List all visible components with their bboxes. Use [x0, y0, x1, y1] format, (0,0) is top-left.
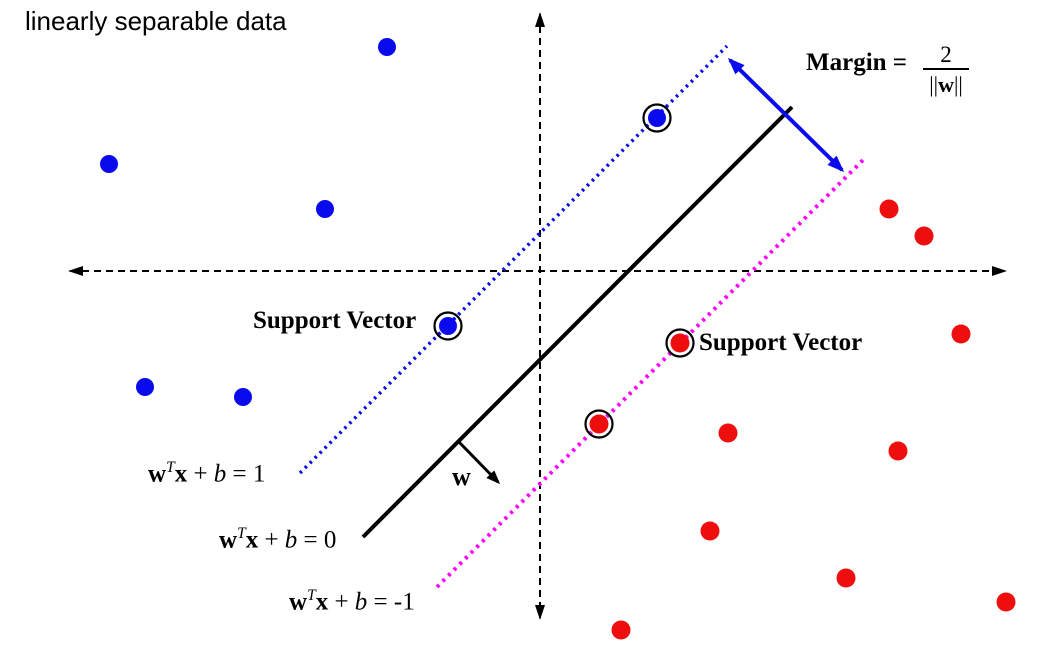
support-vector-ring: [584, 409, 614, 439]
blue-point: [100, 155, 118, 173]
support-vector-red-point: [670, 333, 690, 353]
eq2-value: 0: [323, 526, 337, 554]
red-point: [879, 199, 899, 219]
eq3-b: b: [354, 588, 368, 616]
support-vector-ring: [642, 103, 672, 133]
red-point: [836, 568, 856, 588]
equation-zero: wTx + b = 0: [219, 525, 336, 554]
norm-bar-left: ||: [929, 72, 939, 98]
eq1-value: 1: [252, 460, 266, 488]
boundary-plus-one: [298, 44, 729, 475]
points-layer: [100, 38, 1016, 640]
eq3-x: x: [315, 588, 329, 616]
eq3-value: -1: [393, 588, 415, 616]
lines-layer: [68, 11, 1007, 620]
eq2-w: w: [219, 526, 238, 554]
support-vector-ring: [665, 328, 695, 358]
page-title: linearly separable data: [25, 6, 287, 36]
red-point: [888, 441, 908, 461]
blue-point: [378, 38, 396, 56]
margin-fraction: 2 ||w||: [923, 42, 969, 97]
margin-w-term: w: [938, 72, 954, 98]
eq2-equals: =: [297, 526, 324, 554]
boundary-minus-one: [435, 158, 865, 589]
equation-minus-one: wTx + b = -1: [289, 587, 415, 616]
decision-boundary: [361, 105, 794, 539]
eq1-equals: =: [226, 460, 253, 488]
support-vector-label-left: Support Vector: [253, 307, 417, 334]
red-point: [718, 423, 738, 443]
eq1-x: x: [174, 460, 188, 488]
margin-denominator: ||w||: [929, 70, 963, 97]
equation-plus-one: wTx + b = 1: [148, 459, 265, 488]
norm-bar-right: ||: [953, 72, 963, 98]
support-vector-red-point: [589, 414, 609, 434]
eq3-w: w: [289, 588, 308, 616]
blue-point: [316, 200, 334, 218]
support-vector-label-right: Support Vector: [699, 329, 863, 356]
eq1-transpose: T: [166, 459, 175, 476]
w-arrow: [456, 439, 501, 485]
blue-point: [136, 378, 154, 396]
blue-point: [234, 388, 252, 406]
eq2-b: b: [284, 526, 298, 554]
support-vector-blue-point: [439, 317, 457, 335]
support-vector-ring: [433, 311, 463, 341]
eq2-transpose: T: [237, 525, 246, 542]
margin-arrow: [727, 57, 845, 173]
support-vector-blue-point: [648, 109, 666, 127]
eq1-w: w: [148, 460, 167, 488]
margin-label: Margin = 2 ||w||: [806, 42, 969, 97]
red-point: [951, 324, 971, 344]
red-point: [914, 226, 934, 246]
eq2-plus: +: [258, 526, 285, 554]
red-point: [611, 620, 631, 640]
margin-numerator: 2: [923, 42, 969, 71]
eq1-plus: +: [187, 460, 214, 488]
eq2-x: x: [245, 526, 259, 554]
eq3-equals: =: [367, 588, 394, 616]
eq3-transpose: T: [307, 587, 316, 604]
eq3-plus: +: [328, 588, 355, 616]
eq1-b: b: [213, 460, 227, 488]
margin-equals-text: Margin =: [806, 49, 914, 76]
red-point: [700, 521, 720, 541]
red-point: [996, 592, 1016, 612]
w-vector-label: w: [452, 462, 471, 491]
